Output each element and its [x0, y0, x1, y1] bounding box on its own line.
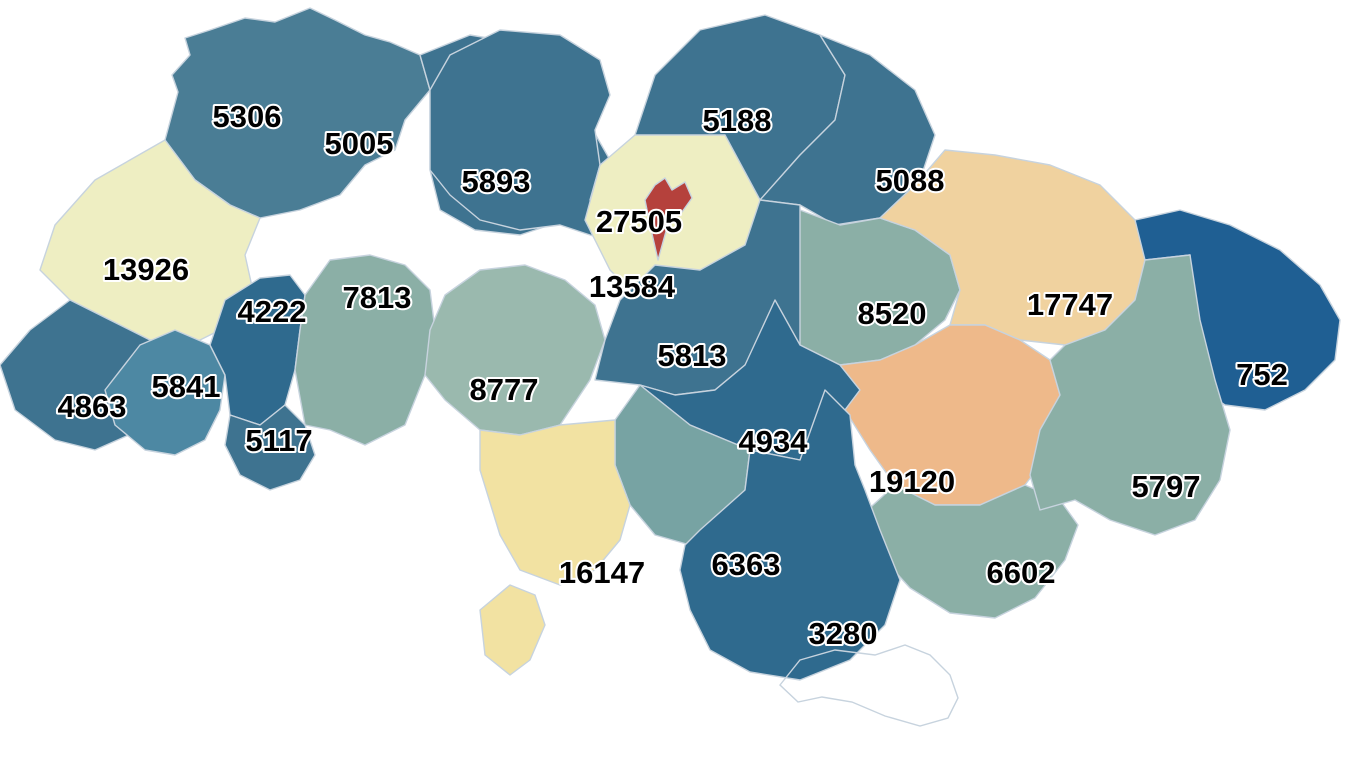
svg-text:5088: 5088 — [876, 163, 945, 198]
svg-text:19120: 19120 — [869, 464, 955, 499]
svg-text:3280: 3280 — [809, 616, 878, 651]
svg-text:4222: 4222 — [238, 294, 307, 329]
svg-text:8520: 8520 — [858, 296, 927, 331]
svg-text:13584: 13584 — [589, 269, 676, 304]
svg-text:5306: 5306 — [213, 99, 282, 134]
svg-text:13926: 13926 — [103, 252, 189, 287]
svg-text:8777: 8777 — [470, 372, 539, 407]
svg-text:27505: 27505 — [596, 204, 682, 239]
svg-text:16147: 16147 — [559, 555, 645, 590]
svg-text:5188: 5188 — [703, 103, 772, 138]
svg-text:7813: 7813 — [343, 280, 412, 315]
svg-text:4863: 4863 — [58, 389, 127, 424]
svg-text:5117: 5117 — [245, 423, 312, 458]
svg-text:6602: 6602 — [987, 555, 1056, 590]
svg-text:6363: 6363 — [712, 547, 781, 582]
svg-text:17747: 17747 — [1027, 287, 1113, 322]
svg-text:752: 752 — [1236, 357, 1288, 392]
svg-text:4934: 4934 — [739, 424, 809, 459]
svg-text:5797: 5797 — [1132, 469, 1201, 504]
svg-text:5841: 5841 — [152, 369, 221, 404]
svg-text:5005: 5005 — [325, 126, 394, 161]
svg-text:5813: 5813 — [658, 338, 727, 373]
svg-text:5893: 5893 — [462, 164, 531, 199]
